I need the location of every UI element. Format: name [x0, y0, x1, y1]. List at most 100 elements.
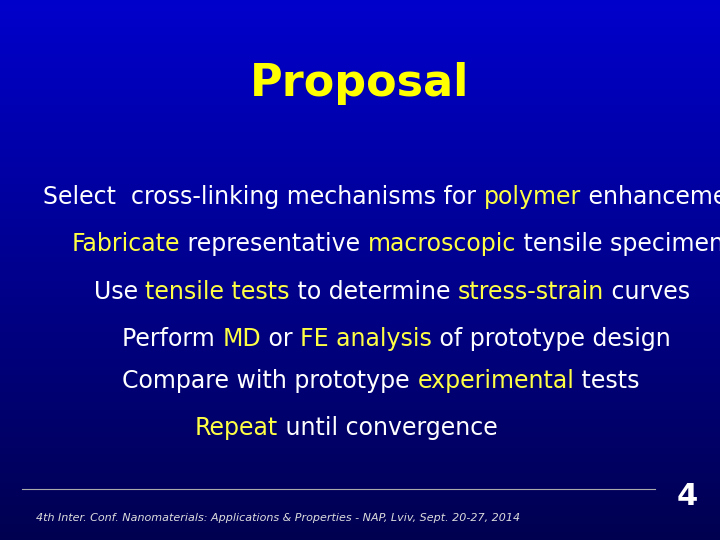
Text: stress-strain: stress-strain: [458, 280, 604, 303]
Bar: [0, 73, 720, 76]
Text: Select  cross-linking mechanisms for: Select cross-linking mechanisms for: [43, 185, 484, 209]
Bar: [0, 240, 720, 243]
Bar: [0, 265, 720, 267]
Bar: [0, 308, 720, 310]
Bar: [0, 230, 720, 232]
Bar: [0, 275, 720, 278]
Bar: [0, 451, 720, 454]
Bar: [0, 321, 720, 324]
Bar: [0, 111, 720, 113]
Bar: [0, 502, 720, 505]
Bar: [0, 537, 720, 540]
Bar: [0, 351, 720, 354]
Bar: [0, 270, 720, 273]
Text: FE analysis: FE analysis: [300, 327, 432, 351]
Bar: [0, 62, 720, 65]
Bar: [0, 59, 720, 62]
Text: of prototype design: of prototype design: [432, 327, 671, 351]
Bar: [0, 105, 720, 108]
Bar: [0, 27, 720, 30]
Bar: [0, 278, 720, 281]
Bar: [0, 338, 720, 340]
Bar: [0, 57, 720, 59]
Bar: [0, 389, 720, 392]
Bar: [0, 405, 720, 408]
Bar: [0, 475, 720, 478]
Bar: [0, 454, 720, 456]
Bar: [0, 348, 720, 351]
Bar: [0, 173, 720, 176]
Bar: [0, 267, 720, 270]
Text: Compare with prototype: Compare with prototype: [122, 369, 418, 393]
Bar: [0, 186, 720, 189]
Bar: [0, 32, 720, 35]
Bar: [0, 130, 720, 132]
Bar: [0, 254, 720, 256]
Bar: [0, 162, 720, 165]
Bar: [0, 319, 720, 321]
Bar: [0, 208, 720, 211]
Bar: [0, 108, 720, 111]
Bar: [0, 273, 720, 275]
Bar: [0, 373, 720, 375]
Bar: [0, 256, 720, 259]
Bar: [0, 491, 720, 494]
Bar: [0, 467, 720, 470]
Bar: [0, 127, 720, 130]
Bar: [0, 227, 720, 229]
Bar: [0, 213, 720, 216]
Bar: [0, 68, 720, 70]
Bar: [0, 140, 720, 143]
Bar: [0, 181, 720, 184]
Bar: [0, 16, 720, 19]
Text: representative: representative: [181, 232, 368, 256]
Bar: [0, 508, 720, 510]
Bar: [0, 429, 720, 432]
Bar: [0, 202, 720, 205]
Bar: [0, 116, 720, 119]
Bar: [0, 49, 720, 51]
Bar: [0, 359, 720, 362]
Bar: [0, 505, 720, 508]
Bar: [0, 289, 720, 292]
Bar: [0, 456, 720, 459]
Bar: [0, 0, 720, 3]
Bar: [0, 192, 720, 194]
Bar: [0, 135, 720, 138]
Bar: [0, 138, 720, 140]
Bar: [0, 516, 720, 518]
Bar: [0, 324, 720, 327]
Bar: [0, 529, 720, 532]
Bar: [0, 497, 720, 500]
Bar: [0, 211, 720, 213]
Bar: [0, 219, 720, 221]
Bar: [0, 397, 720, 400]
Text: MD: MD: [222, 327, 261, 351]
Bar: [0, 478, 720, 481]
Bar: [0, 119, 720, 122]
Bar: [0, 335, 720, 338]
Bar: [0, 170, 720, 173]
Bar: [0, 194, 720, 197]
Bar: [0, 513, 720, 516]
Bar: [0, 494, 720, 497]
Bar: [0, 151, 720, 154]
Text: Perform: Perform: [122, 327, 222, 351]
Bar: [0, 165, 720, 167]
Bar: [0, 418, 720, 421]
Bar: [0, 427, 720, 429]
Bar: [0, 70, 720, 73]
Bar: [0, 65, 720, 68]
Bar: [0, 367, 720, 370]
Bar: [0, 316, 720, 319]
Bar: [0, 524, 720, 526]
Bar: [0, 122, 720, 124]
Bar: [0, 200, 720, 202]
Bar: [0, 394, 720, 397]
Bar: [0, 400, 720, 402]
Bar: [0, 281, 720, 284]
Bar: [0, 224, 720, 227]
Bar: [0, 472, 720, 475]
Bar: [0, 232, 720, 235]
Bar: [0, 375, 720, 378]
